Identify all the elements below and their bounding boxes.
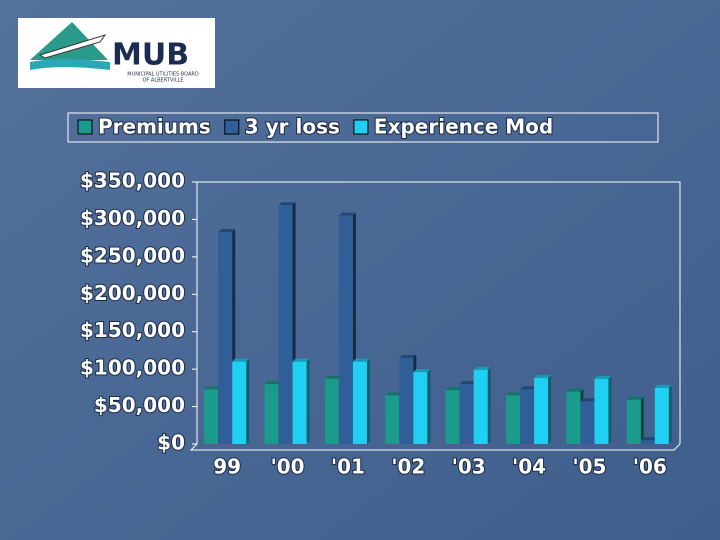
bar-side <box>640 396 644 444</box>
bar-side <box>366 358 370 444</box>
bar <box>292 361 307 444</box>
legend-box <box>67 112 659 143</box>
bar <box>534 378 549 444</box>
logo-wing <box>38 34 107 59</box>
bar-top <box>352 358 370 362</box>
bar <box>445 390 460 444</box>
x-tick-label: '05 <box>572 455 606 479</box>
bar <box>399 357 414 444</box>
bar-top <box>278 202 296 206</box>
logo-name: MUB <box>112 38 189 73</box>
plot-wall <box>196 181 681 444</box>
x-tick-label: 99 <box>213 455 241 479</box>
bar-top <box>218 229 236 233</box>
bar <box>506 395 521 444</box>
logo-line2: OF ALBERTVILLE <box>143 78 184 84</box>
y-tick-label: $350,000 <box>80 169 185 193</box>
bar <box>580 401 595 444</box>
bar-top <box>459 381 477 385</box>
bar <box>520 389 535 444</box>
logo-line1: MUNICIPAL UTILITIES BOARD <box>127 72 199 78</box>
bar <box>264 384 279 444</box>
bar <box>626 399 641 444</box>
x-tick-label: '02 <box>391 455 425 479</box>
x-tick-label: '04 <box>512 455 546 479</box>
plot: $0 $50,000 $100,000 $150,000 $200,000 $250,00… <box>79 168 681 480</box>
legend-label: Experience Mod <box>374 115 553 139</box>
bar-top <box>292 358 310 362</box>
bar <box>594 378 609 444</box>
bar <box>640 440 655 444</box>
x-tick-label: '03 <box>452 455 486 479</box>
y-tick-label: $300,000 <box>80 206 185 230</box>
bar-top <box>385 392 403 396</box>
logo-triangle <box>30 22 108 60</box>
bar <box>459 384 474 444</box>
logo: MUB MUNICIPAL UTILITIES BOARD OF ALBERTV… <box>18 18 215 88</box>
bar <box>278 205 293 444</box>
bar-top <box>506 392 524 396</box>
y-tick-label: $250,000 <box>80 243 185 267</box>
legend-label: Premiums <box>98 115 211 139</box>
bar-side <box>668 384 672 444</box>
y-tick-label: $100,000 <box>80 356 185 380</box>
y-tick-label: $150,000 <box>80 318 185 342</box>
legend-swatch <box>353 119 369 135</box>
bar <box>566 391 581 444</box>
y-tick-label: $0 <box>157 431 185 455</box>
logo-wave <box>30 59 110 70</box>
bar-top <box>232 358 250 362</box>
bar <box>413 372 428 444</box>
bar-top <box>534 375 552 379</box>
x-tick-label: '01 <box>331 455 365 479</box>
bar-top <box>594 375 612 379</box>
bar-top <box>445 387 463 391</box>
bar-top <box>413 369 431 373</box>
bar-side <box>246 358 250 444</box>
bar <box>324 378 339 444</box>
bar-top <box>566 388 584 392</box>
bar-top <box>399 354 417 358</box>
bar-top <box>654 384 672 388</box>
y-tick-label: $200,000 <box>80 281 185 305</box>
plot-floor <box>189 443 681 451</box>
bar-top <box>580 398 598 402</box>
legend-swatch <box>224 119 240 135</box>
legend-swatch <box>77 119 93 135</box>
legend-label: 3 yr loss <box>245 115 340 139</box>
bar-side <box>608 375 612 444</box>
bar-top <box>640 437 658 441</box>
bar-top <box>264 381 282 385</box>
bar <box>338 215 353 444</box>
bar <box>473 369 488 444</box>
bar-top <box>324 375 342 379</box>
bar <box>204 389 219 444</box>
bar <box>352 361 367 444</box>
y-tick-label: $50,000 <box>94 393 185 417</box>
bar <box>218 232 233 444</box>
bar-side <box>487 366 491 444</box>
x-tick-label: '00 <box>271 455 305 479</box>
bar <box>654 387 669 444</box>
bar-top <box>520 386 538 390</box>
bar <box>232 361 247 444</box>
bar-top <box>473 366 491 370</box>
bar-side <box>548 375 552 444</box>
legend: Premiums 3 yr loss Experience Mod <box>77 114 554 140</box>
x-tick-label: '06 <box>633 455 667 479</box>
bar-top <box>626 396 644 400</box>
bar-side <box>427 369 431 444</box>
bar-side <box>306 358 310 444</box>
bar-top <box>338 212 356 216</box>
bar-top <box>204 386 222 390</box>
bar <box>385 395 400 444</box>
